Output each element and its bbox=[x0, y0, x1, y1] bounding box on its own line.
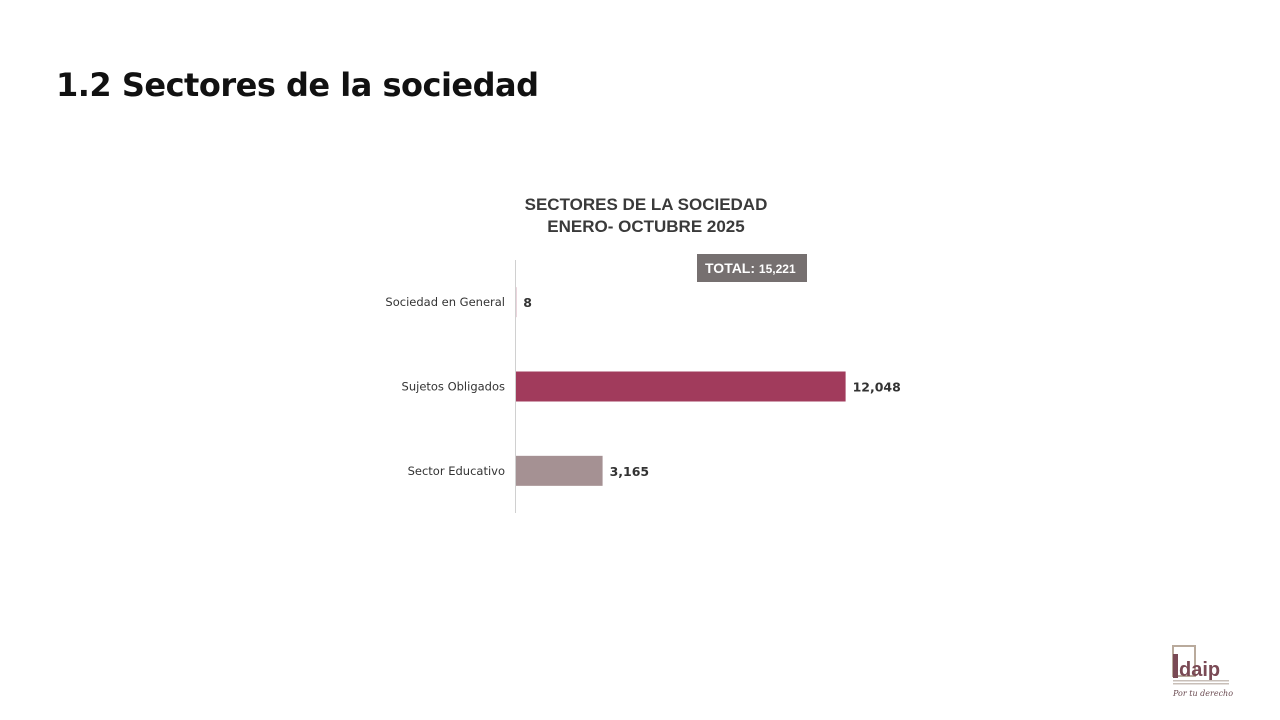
total-label: TOTAL: bbox=[705, 260, 756, 276]
total-annotation: TOTAL: 15,221 bbox=[697, 254, 807, 282]
data-label: 8 bbox=[523, 295, 532, 310]
category-label: Sujetos Obligados bbox=[402, 380, 505, 394]
bar bbox=[516, 455, 603, 486]
page-title: 1.2 Sectores de la sociedad bbox=[56, 66, 539, 104]
data-label: 3,165 bbox=[610, 464, 650, 479]
svg-text:Por tu derecho a saber: Por tu derecho a saber bbox=[1172, 689, 1234, 698]
total-value: 15,221 bbox=[758, 262, 796, 276]
data-label: 12,048 bbox=[853, 380, 901, 395]
idaip-logo: daip Por tu derecho a saber bbox=[1172, 645, 1234, 698]
chart-title: SECTORES DE LA SOCIEDAD bbox=[524, 195, 768, 214]
category-label: Sociedad en General bbox=[385, 295, 505, 309]
bar bbox=[516, 371, 846, 402]
svg-text:daip: daip bbox=[1179, 659, 1220, 681]
chart-subtitle: ENERO- OCTUBRE 2025 bbox=[547, 217, 745, 236]
category-label: Sector Educativo bbox=[408, 464, 505, 478]
